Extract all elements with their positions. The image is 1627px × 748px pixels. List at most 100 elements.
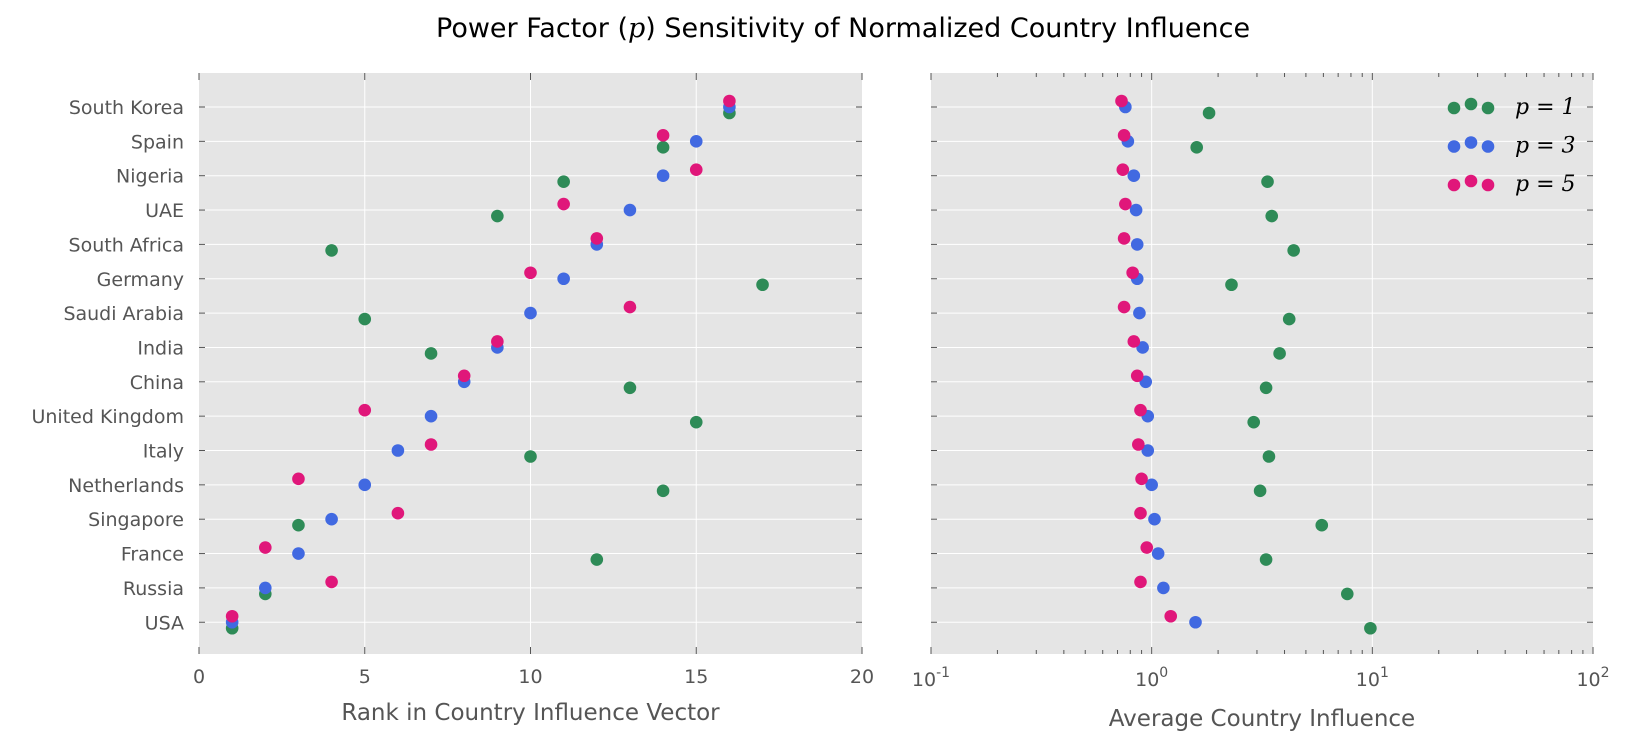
influence-point-p-1-usa [1364, 621, 1377, 635]
rank-panel: South Korea Spain Nigeria UAE South Africa Ge… [31, 73, 874, 726]
influence-point-p-3-usa [1189, 615, 1202, 629]
influence-legend-marker-p-1-1 [1464, 97, 1478, 111]
influence-plot-area [931, 73, 1593, 654]
rank-point-p-3-germany [557, 272, 570, 286]
influence-point-p-1-russia [1340, 587, 1354, 601]
influence-point-p-1-france [1259, 553, 1273, 566]
influence-point-p-3-italy [1141, 444, 1155, 457]
influence-point-p-1-china [1259, 381, 1273, 395]
influence-point-p-1-south-africa [1287, 244, 1300, 257]
rank-point-p-5-south-africa [590, 232, 604, 245]
rank-point-p-3-france [292, 547, 305, 560]
rank-ytick-label-germany: Germany [97, 269, 184, 291]
influence-legend-marker-p-3-2 [1481, 140, 1495, 153]
influence-point-p-3-india [1136, 341, 1149, 354]
influence-point-p-3-nigeria [1127, 169, 1141, 182]
rank-point-p-3-uae [623, 203, 637, 217]
influence-legend-marker-p-5-2 [1481, 178, 1495, 192]
influence-legend-label-p-5: p = 5 [1515, 172, 1576, 197]
rank-point-p-5-germany [524, 266, 537, 280]
rank-point-p-5-spain [656, 129, 670, 142]
rank-point-p-3-singapore [325, 512, 338, 526]
influence-legend-marker-p-5-1 [1464, 174, 1478, 188]
influence-point-p-5-south-africa [1117, 232, 1131, 245]
rank-point-p-5-russia [325, 575, 338, 589]
rank-ytick-label-india: India [137, 337, 184, 359]
influence-xtick-exp-3: 2 [1601, 665, 1610, 681]
influence-point-p-1-india [1273, 347, 1286, 360]
influence-legend-label-p-1: p = 1 [1515, 95, 1576, 120]
rank-ytick-label-russia: Russia [123, 578, 184, 600]
rank-point-p-3-netherlands [358, 478, 372, 492]
influence-xtick-base-0: 10 [912, 669, 936, 691]
influence-point-p-1-united-kingdom [1247, 415, 1261, 429]
influence-point-p-5-nigeria [1116, 163, 1130, 176]
influence-point-p-3-france [1151, 547, 1165, 560]
influence-point-p-1-germany [1225, 278, 1238, 292]
rank-point-p-5-netherlands [292, 472, 305, 486]
influence-point-p-5-usa [1164, 609, 1178, 623]
figure-title-after: ) Sensitivity of Normalized Country Infl… [645, 13, 1250, 44]
influence-legend-marker-p-5-0 [1447, 178, 1461, 192]
influence-point-p-5-france [1140, 541, 1154, 554]
figure-title: Power Factor (p) Sensitivity of Normaliz… [436, 13, 1250, 44]
rank-point-p-1-uae [491, 209, 504, 223]
rank-ytick-label-uae: UAE [145, 200, 184, 222]
influence-point-p-5-russia [1134, 575, 1147, 589]
rank-point-p-3-spain [689, 135, 703, 148]
influence-point-p-5-china [1130, 369, 1144, 383]
influence-point-p-3-south-africa [1130, 238, 1144, 251]
influence-point-p-5-india [1127, 335, 1141, 348]
influence-xtick-base-2: 10 [1356, 669, 1380, 691]
rank-point-p-5-usa [225, 609, 239, 623]
rank-point-p-1-france [590, 553, 604, 566]
influence-point-p-3-russia [1157, 581, 1170, 595]
influence-point-p-5-south-korea [1115, 94, 1128, 108]
influence-xtick-base-1: 10 [1135, 669, 1159, 691]
influence-xtick-exp-1: 0 [1159, 665, 1168, 681]
rank-point-p-5-saudi-arabia [623, 300, 637, 314]
rank-point-p-5-nigeria [689, 163, 703, 176]
influence-legend-marker-p-3-0 [1447, 140, 1461, 153]
rank-ytick-label-singapore: Singapore [88, 509, 184, 531]
figure-title-math: p [628, 13, 645, 44]
influence-legend-marker-p-3-1 [1464, 136, 1478, 149]
rank-point-p-1-spain [656, 141, 670, 154]
rank-point-p-3-nigeria [656, 169, 670, 182]
rank-point-p-5-singapore [391, 506, 405, 520]
influence-point-p-5-singapore [1134, 506, 1147, 520]
rank-xtick-label-4: 20 [850, 666, 874, 688]
rank-point-p-5-uae [557, 197, 570, 211]
rank-point-p-1-saudi-arabia [358, 312, 372, 326]
influence-point-p-1-saudi-arabia [1282, 312, 1296, 326]
influence-point-p-3-saudi-arabia [1133, 306, 1146, 320]
rank-xtick-label-2: 10 [518, 666, 542, 688]
influence-xtick-base-3: 10 [1576, 669, 1600, 691]
influence-point-p-1-nigeria [1261, 175, 1274, 188]
rank-point-p-5-china [457, 369, 471, 383]
influence-point-p-5-italy [1132, 438, 1145, 451]
rank-ytick-label-italy: Italy [143, 441, 184, 463]
rank-point-p-1-united-kingdom [689, 415, 703, 429]
rank-point-p-1-germany [756, 278, 769, 292]
influence-legend-marker-p-1-2 [1481, 101, 1495, 115]
rank-point-p-5-italy [424, 438, 438, 451]
rank-ytick-label-saudi-arabia: Saudi Arabia [63, 303, 184, 325]
influence-point-p-5-united-kingdom [1134, 403, 1147, 417]
rank-point-p-5-united-kingdom [358, 403, 372, 417]
rank-point-p-5-france [259, 541, 272, 554]
rank-point-p-1-south-africa [325, 244, 338, 257]
rank-xtick-label-1: 5 [359, 666, 371, 688]
rank-point-p-1-china [623, 381, 637, 395]
rank-point-p-5-south-korea [723, 94, 736, 108]
influence-point-p-3-uae [1129, 203, 1143, 217]
influence-point-p-1-singapore [1315, 518, 1329, 532]
influence-xtick-label-2: 101 [1356, 665, 1389, 691]
rank-ytick-label-south-korea: South Korea [69, 97, 184, 119]
influence-point-p-3-singapore [1148, 512, 1161, 526]
influence-xtick-label-0: 10-1 [912, 665, 950, 691]
rank-ytick-label-south-africa: South Africa [69, 234, 184, 256]
influence-legend-marker-p-1-0 [1447, 101, 1461, 115]
